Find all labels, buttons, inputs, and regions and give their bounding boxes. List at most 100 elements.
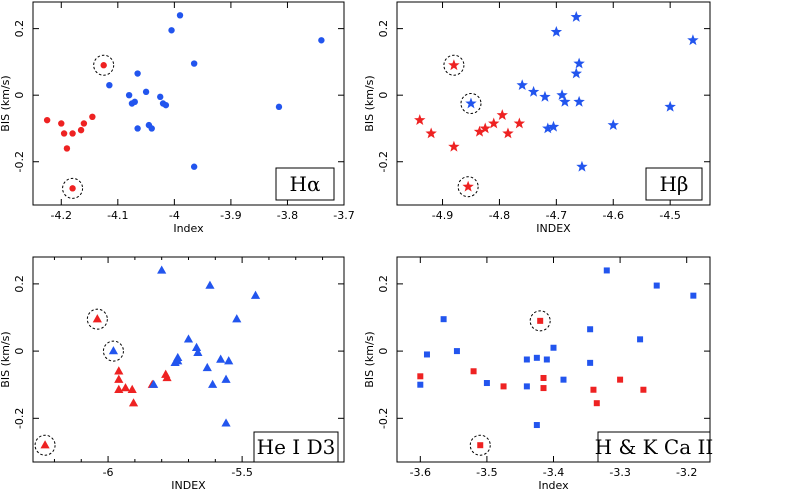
data-point <box>148 125 155 132</box>
data-point <box>533 422 540 429</box>
x-tick-label: -5.5 <box>231 466 252 479</box>
data-point <box>477 442 484 449</box>
data-point <box>92 314 102 323</box>
panel-label: Hα <box>290 172 321 196</box>
data-point <box>542 122 554 134</box>
x-tick-label: -6 <box>103 466 114 479</box>
data-point <box>453 348 460 355</box>
panel-label-box <box>253 431 339 463</box>
highlight-ring <box>62 177 84 199</box>
data-point <box>77 126 85 134</box>
data-point <box>43 116 51 124</box>
data-point <box>537 317 544 324</box>
data-point <box>425 127 437 139</box>
data-point <box>58 120 65 127</box>
panel-hkca: -3.6 -3.5 -3.4 -3.3 -3.2 -0.2 0 0.2 Index BIS (km… <box>363 256 713 492</box>
data-point <box>162 101 170 109</box>
panel-label-box <box>645 167 703 201</box>
x-axis-title: INDEX <box>536 222 571 235</box>
data-point <box>559 95 571 107</box>
data-point <box>496 109 508 120</box>
data-point <box>221 418 231 427</box>
data-point <box>193 347 203 356</box>
data-point <box>448 59 460 71</box>
series-red <box>414 59 526 192</box>
highlight-ring <box>93 54 115 76</box>
x-tick-label: -3.8 <box>277 209 298 222</box>
data-point <box>523 356 530 363</box>
data-point <box>205 280 215 289</box>
x-tick-label: -4.7 <box>546 209 567 222</box>
data-point <box>134 70 141 77</box>
panel-label-box <box>275 167 335 201</box>
highlight-ring <box>469 434 491 456</box>
data-point <box>162 372 172 382</box>
panel-ha: -4.2 -4.1 -4 -3.9 -3.8 -3.7 -0.2 0 0.2 Index BIS (… <box>0 1 355 235</box>
x-tick-label: -4.8 <box>489 209 510 222</box>
data-point <box>114 384 124 393</box>
x-axis-title: Index <box>173 222 204 235</box>
x-tick-label: -3.2 <box>676 466 697 479</box>
data-point <box>488 117 500 129</box>
y-tick-label: -0.2 <box>377 151 390 172</box>
y-tick-label: 0 <box>377 348 390 355</box>
series-red <box>417 317 647 449</box>
data-point <box>607 119 619 130</box>
series-blue <box>108 265 261 427</box>
x-tick-label: -4.9 <box>432 209 453 222</box>
data-point <box>157 93 164 101</box>
plot-frame <box>396 1 711 206</box>
data-point <box>131 98 138 106</box>
data-point <box>587 359 594 366</box>
data-point <box>63 145 71 152</box>
data-point <box>550 344 557 351</box>
data-point <box>540 385 547 392</box>
data-point <box>483 380 490 387</box>
data-point <box>423 351 430 358</box>
data-point <box>106 81 113 89</box>
data-point <box>80 120 88 127</box>
data-point <box>465 97 477 109</box>
panel-label: He I D3 <box>257 435 336 459</box>
data-point <box>69 185 76 192</box>
data-point <box>462 180 474 192</box>
data-point <box>664 100 676 112</box>
data-point <box>556 89 568 101</box>
x-tick-label: -3.9 <box>220 209 241 222</box>
data-point <box>173 356 183 365</box>
series-red <box>43 62 107 192</box>
y-tick-label: -0.2 <box>13 151 26 172</box>
data-point <box>473 125 486 137</box>
series-blue <box>465 10 699 172</box>
data-point <box>208 379 218 388</box>
data-point <box>89 113 96 121</box>
data-point <box>516 79 528 91</box>
x-tick-label: -3.3 <box>609 466 630 479</box>
data-point <box>114 374 124 383</box>
highlight-ring <box>529 310 551 332</box>
data-point <box>502 127 514 139</box>
y-axis-title: BIS (km/s) <box>363 75 376 131</box>
highlight-ring <box>34 434 56 456</box>
data-point <box>120 383 131 392</box>
data-point <box>690 292 697 299</box>
data-point <box>590 386 597 393</box>
data-point <box>603 267 610 274</box>
data-point <box>224 356 234 365</box>
data-point <box>687 34 699 46</box>
data-point <box>570 10 582 22</box>
series-blue <box>106 12 325 170</box>
plot-frame <box>32 256 345 463</box>
data-point <box>202 362 212 372</box>
y-tick-label: -0.2 <box>377 408 390 429</box>
data-point <box>190 163 198 170</box>
data-point <box>318 37 325 44</box>
data-point <box>640 386 647 393</box>
y-axis-title: BIS (km/s) <box>363 331 376 387</box>
data-point <box>540 374 547 381</box>
data-point <box>216 354 226 363</box>
y-tick-label: 0.2 <box>13 275 26 293</box>
x-axis-title: INDEX <box>171 479 206 492</box>
data-point <box>108 346 119 355</box>
